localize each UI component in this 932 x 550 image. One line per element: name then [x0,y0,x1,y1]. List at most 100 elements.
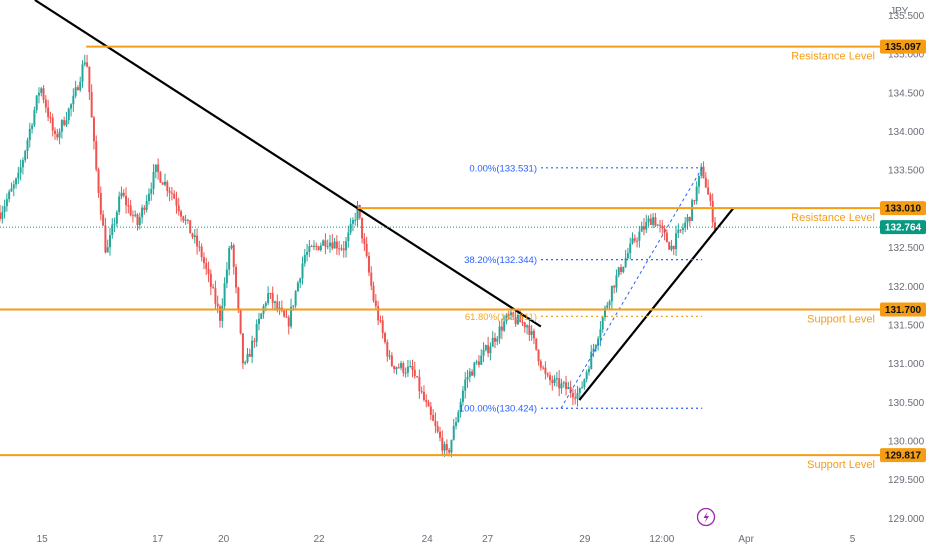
candle [31,123,34,134]
candle [555,371,558,387]
candle [498,320,501,344]
candle [333,237,336,249]
candle [248,348,251,357]
candle [212,283,215,289]
candle [574,389,577,405]
candle [90,84,93,118]
candle [202,252,205,270]
candle [656,223,659,226]
candle [560,378,563,394]
candle [191,232,194,240]
candle [663,225,666,241]
candle [141,204,144,224]
candle [581,381,584,389]
candle [44,95,47,113]
candle [413,361,416,379]
candle [37,87,40,104]
candle [186,219,189,224]
candle [441,430,444,457]
candle [33,106,36,128]
candle [168,186,171,202]
candle [640,221,643,232]
fib-level-label: 61.80%(131.611) [465,312,537,323]
candles-layer [0,54,716,458]
candle [278,301,281,315]
svg-text:133.010: 133.010 [885,204,922,215]
level-price-tag: 133.010 [880,201,926,216]
candle [308,240,311,258]
candle [503,315,506,332]
x-tick-label: 24 [422,534,434,545]
candle [592,343,595,358]
candle [679,229,682,233]
candle [290,298,293,329]
candle [370,266,373,291]
currency-label: JPY [890,6,909,17]
candle [668,241,671,250]
candle [558,370,561,397]
candle [207,261,210,283]
y-tick-label: 134.500 [888,88,925,99]
candle [74,80,77,99]
candle [246,347,249,364]
candle [505,313,508,325]
candle [54,127,56,140]
candle [257,312,260,331]
levels-layer: Resistance Level Resistance Level Support … [0,45,880,471]
candle [51,113,54,137]
candle [514,310,517,327]
candle [709,192,712,207]
candle [283,309,286,318]
uptrend-trendline[interactable] [578,207,735,401]
candle [294,290,297,309]
svg-text:131.700: 131.700 [885,305,922,316]
candle [271,286,274,309]
candle [665,229,668,243]
candle [539,359,542,371]
candle [500,318,503,340]
candle [161,181,164,185]
candle [464,371,467,399]
candle [358,204,361,220]
candle [429,402,432,421]
candle [363,233,366,251]
candle [166,180,169,197]
candle [24,149,27,163]
candle [590,344,593,370]
candle [461,386,464,406]
candle [409,360,412,368]
candle [597,336,600,351]
level-label: Resistance Level [791,51,875,63]
lightning-icon[interactable] [696,507,716,527]
candle [35,95,38,114]
candle [221,298,224,328]
last-price-tag: 132.764 [880,220,926,235]
candle [546,372,549,378]
candle [28,122,31,148]
candle [645,214,648,234]
candle [704,172,707,189]
candle [104,217,107,254]
candle [159,171,162,184]
candle [587,365,590,376]
candle [652,213,655,229]
candle [209,269,212,296]
downtrend-trendline[interactable] [34,0,542,328]
candle [521,315,524,327]
candle [411,359,414,378]
candle [65,111,68,128]
candle [530,325,533,341]
candle [537,349,540,366]
candle [83,54,86,67]
candle [60,119,63,139]
candle [494,332,496,349]
candle [19,159,22,181]
candle [99,186,102,221]
candle [21,157,24,175]
candle [670,240,673,252]
candle [372,281,375,303]
candle [468,368,471,383]
y-tick-label: 135.500 [888,11,925,22]
